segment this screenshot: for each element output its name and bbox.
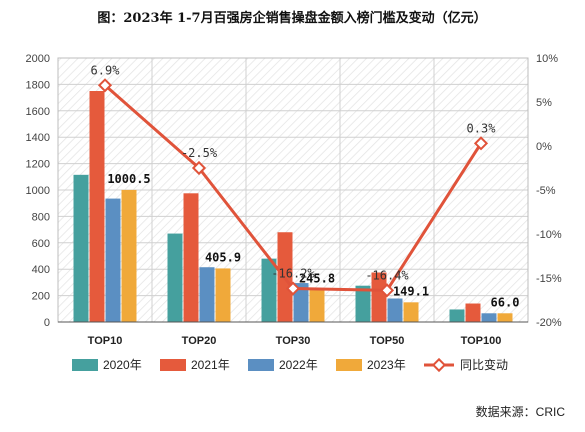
bar <box>89 91 105 322</box>
legend-line-marker <box>431 357 447 373</box>
legend-swatch <box>160 359 186 371</box>
y2-tick-label: -10% <box>536 229 562 241</box>
bar-value-label: 245.8 <box>299 272 335 286</box>
bar <box>215 268 231 322</box>
bar <box>387 298 403 322</box>
yoy-line <box>97 78 489 298</box>
yoy-value-label: -2.5% <box>181 146 218 160</box>
yoy-point <box>473 136 489 151</box>
bar <box>449 309 465 322</box>
y2-tick-label: 0% <box>536 141 552 153</box>
y-tick-label: 400 <box>32 264 50 276</box>
bar <box>183 193 199 322</box>
yoy-point <box>379 283 395 298</box>
chart-title: 图：2023年 1-7月百强房企销售操盘金额入榜门槛及变动（亿元） <box>97 10 486 26</box>
bar-value-label: 66.0 <box>491 295 520 309</box>
y2-tick-label: 10% <box>536 53 558 65</box>
y2-tick-label: -15% <box>536 273 562 285</box>
y-tick-label: 1200 <box>26 159 50 171</box>
y-tick-label: 1800 <box>26 79 50 91</box>
axes: 0 200 400 600 800 1000 1200 1400 1600 1800 2000 -20… <box>26 53 562 347</box>
legend-swatch <box>336 359 362 371</box>
legend: 2020年 2021年 2022年 2023年 同比变动 <box>72 357 508 373</box>
y2-tick-label: -5% <box>536 185 556 197</box>
bar <box>121 189 137 322</box>
bar <box>481 313 497 322</box>
source-note: 数据来源：CRIC <box>476 404 566 419</box>
y-tick-label: 800 <box>32 211 50 223</box>
y-tick-label: 1600 <box>26 106 50 118</box>
y-tick-label: 200 <box>32 291 50 303</box>
legend-label: 同比变动 <box>460 357 508 372</box>
legend-swatch <box>72 359 98 371</box>
bar-value-label: 405.9 <box>205 250 241 264</box>
bar <box>293 283 309 322</box>
y-tick-label: 600 <box>32 238 50 250</box>
y-tick-label: 1400 <box>26 132 50 144</box>
yoy-point <box>285 281 301 296</box>
y-tick-label: 2000 <box>26 53 50 65</box>
bar <box>403 302 419 322</box>
x-tick-label: TOP10 <box>88 335 123 347</box>
bars <box>73 91 513 322</box>
bar <box>371 272 387 322</box>
x-tick-label: TOP50 <box>370 335 405 347</box>
bar <box>167 233 183 322</box>
x-tick-label: TOP20 <box>182 335 217 347</box>
legend-label: 2022年 <box>279 358 318 372</box>
bar <box>261 258 277 322</box>
yoy-value-label: -16.4% <box>365 268 409 282</box>
bar <box>465 303 481 322</box>
x-tick-label: TOP30 <box>276 335 311 347</box>
bar-value-label: 1000.5 <box>107 172 150 186</box>
legend-swatch <box>248 359 274 371</box>
legend-label: 2021年 <box>191 358 230 372</box>
x-tick-label: TOP100 <box>461 335 502 347</box>
y2-tick-label: -20% <box>536 317 562 329</box>
y-tick-label: 0 <box>44 317 50 329</box>
yoy-value-label: 0.3% <box>467 121 497 135</box>
legend-label: 2023年 <box>367 358 406 372</box>
yoy-point <box>191 160 207 176</box>
bar <box>105 198 121 322</box>
y2-tick-label: 5% <box>536 97 552 109</box>
legend-label: 2020年 <box>103 358 142 372</box>
yoy-point <box>97 78 113 93</box>
yoy-value-label: 6.9% <box>91 63 121 77</box>
bar <box>309 289 325 322</box>
data-labels: 1000.5 405.9 245.8 149.1 66.0 6.9% -2.5% -16.2%… <box>91 63 520 309</box>
bar-value-label: 149.1 <box>393 284 429 298</box>
bar <box>497 313 513 322</box>
bar <box>355 285 371 322</box>
yoy-value-label: -16.2% <box>271 267 315 281</box>
bar <box>199 267 215 322</box>
bar <box>73 174 89 322</box>
y-tick-label: 1000 <box>26 185 50 197</box>
